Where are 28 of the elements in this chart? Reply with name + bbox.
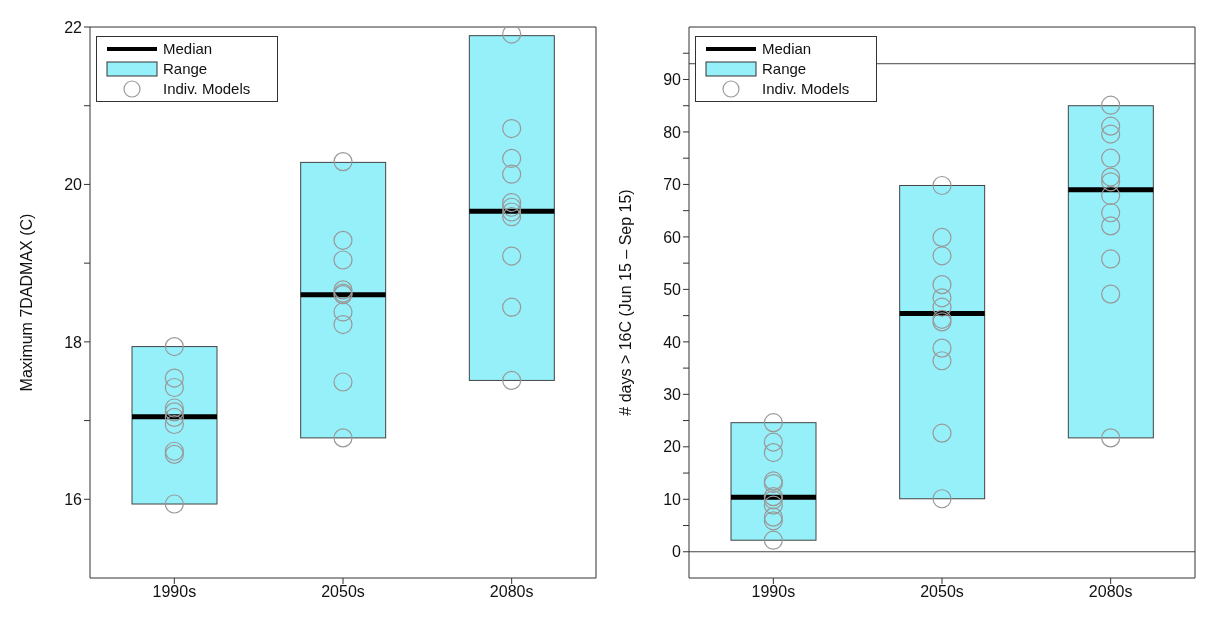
y-tick-label: 30 — [663, 386, 682, 404]
legend-label: Indiv. Models — [762, 80, 850, 97]
x-tick-label: 1990s — [751, 583, 796, 601]
y-axis-title: # days > 16C (Jun 15 – Sep 15) — [616, 189, 634, 416]
y-tick-label: 80 — [663, 123, 682, 141]
y-tick-label: 60 — [663, 228, 682, 246]
y-tick-label: 50 — [663, 281, 682, 299]
x-tick-label: 2080s — [489, 583, 534, 601]
x-tick-label: 1990s — [152, 583, 197, 601]
y-axis-title: Maximum 7DADMAX (C) — [17, 213, 35, 392]
y-tick-label: 70 — [663, 176, 682, 194]
annotation: Median — [762, 40, 812, 57]
y-tick-label: 40 — [663, 333, 682, 351]
y-tick-label: 18 — [64, 333, 83, 351]
x-tick-label: 2050s — [920, 583, 964, 601]
y-tick-label: 0 — [672, 543, 682, 561]
y-tick-label: 16 — [64, 490, 83, 508]
legend-label: Range — [762, 60, 807, 77]
y-tick-label: 90 — [663, 71, 682, 89]
x-tick-label: 2050s — [321, 583, 365, 601]
y-tick-label: 20 — [663, 438, 682, 456]
annotation: Median — [163, 40, 213, 57]
y-tick-label: 10 — [663, 490, 682, 508]
y-tick-label: 22 — [64, 18, 83, 36]
y-tick-label: 20 — [64, 176, 83, 194]
legend-label: Indiv. Models — [163, 80, 251, 97]
x-tick-label: 2080s — [1088, 583, 1133, 601]
legend-label: Range — [163, 60, 208, 77]
